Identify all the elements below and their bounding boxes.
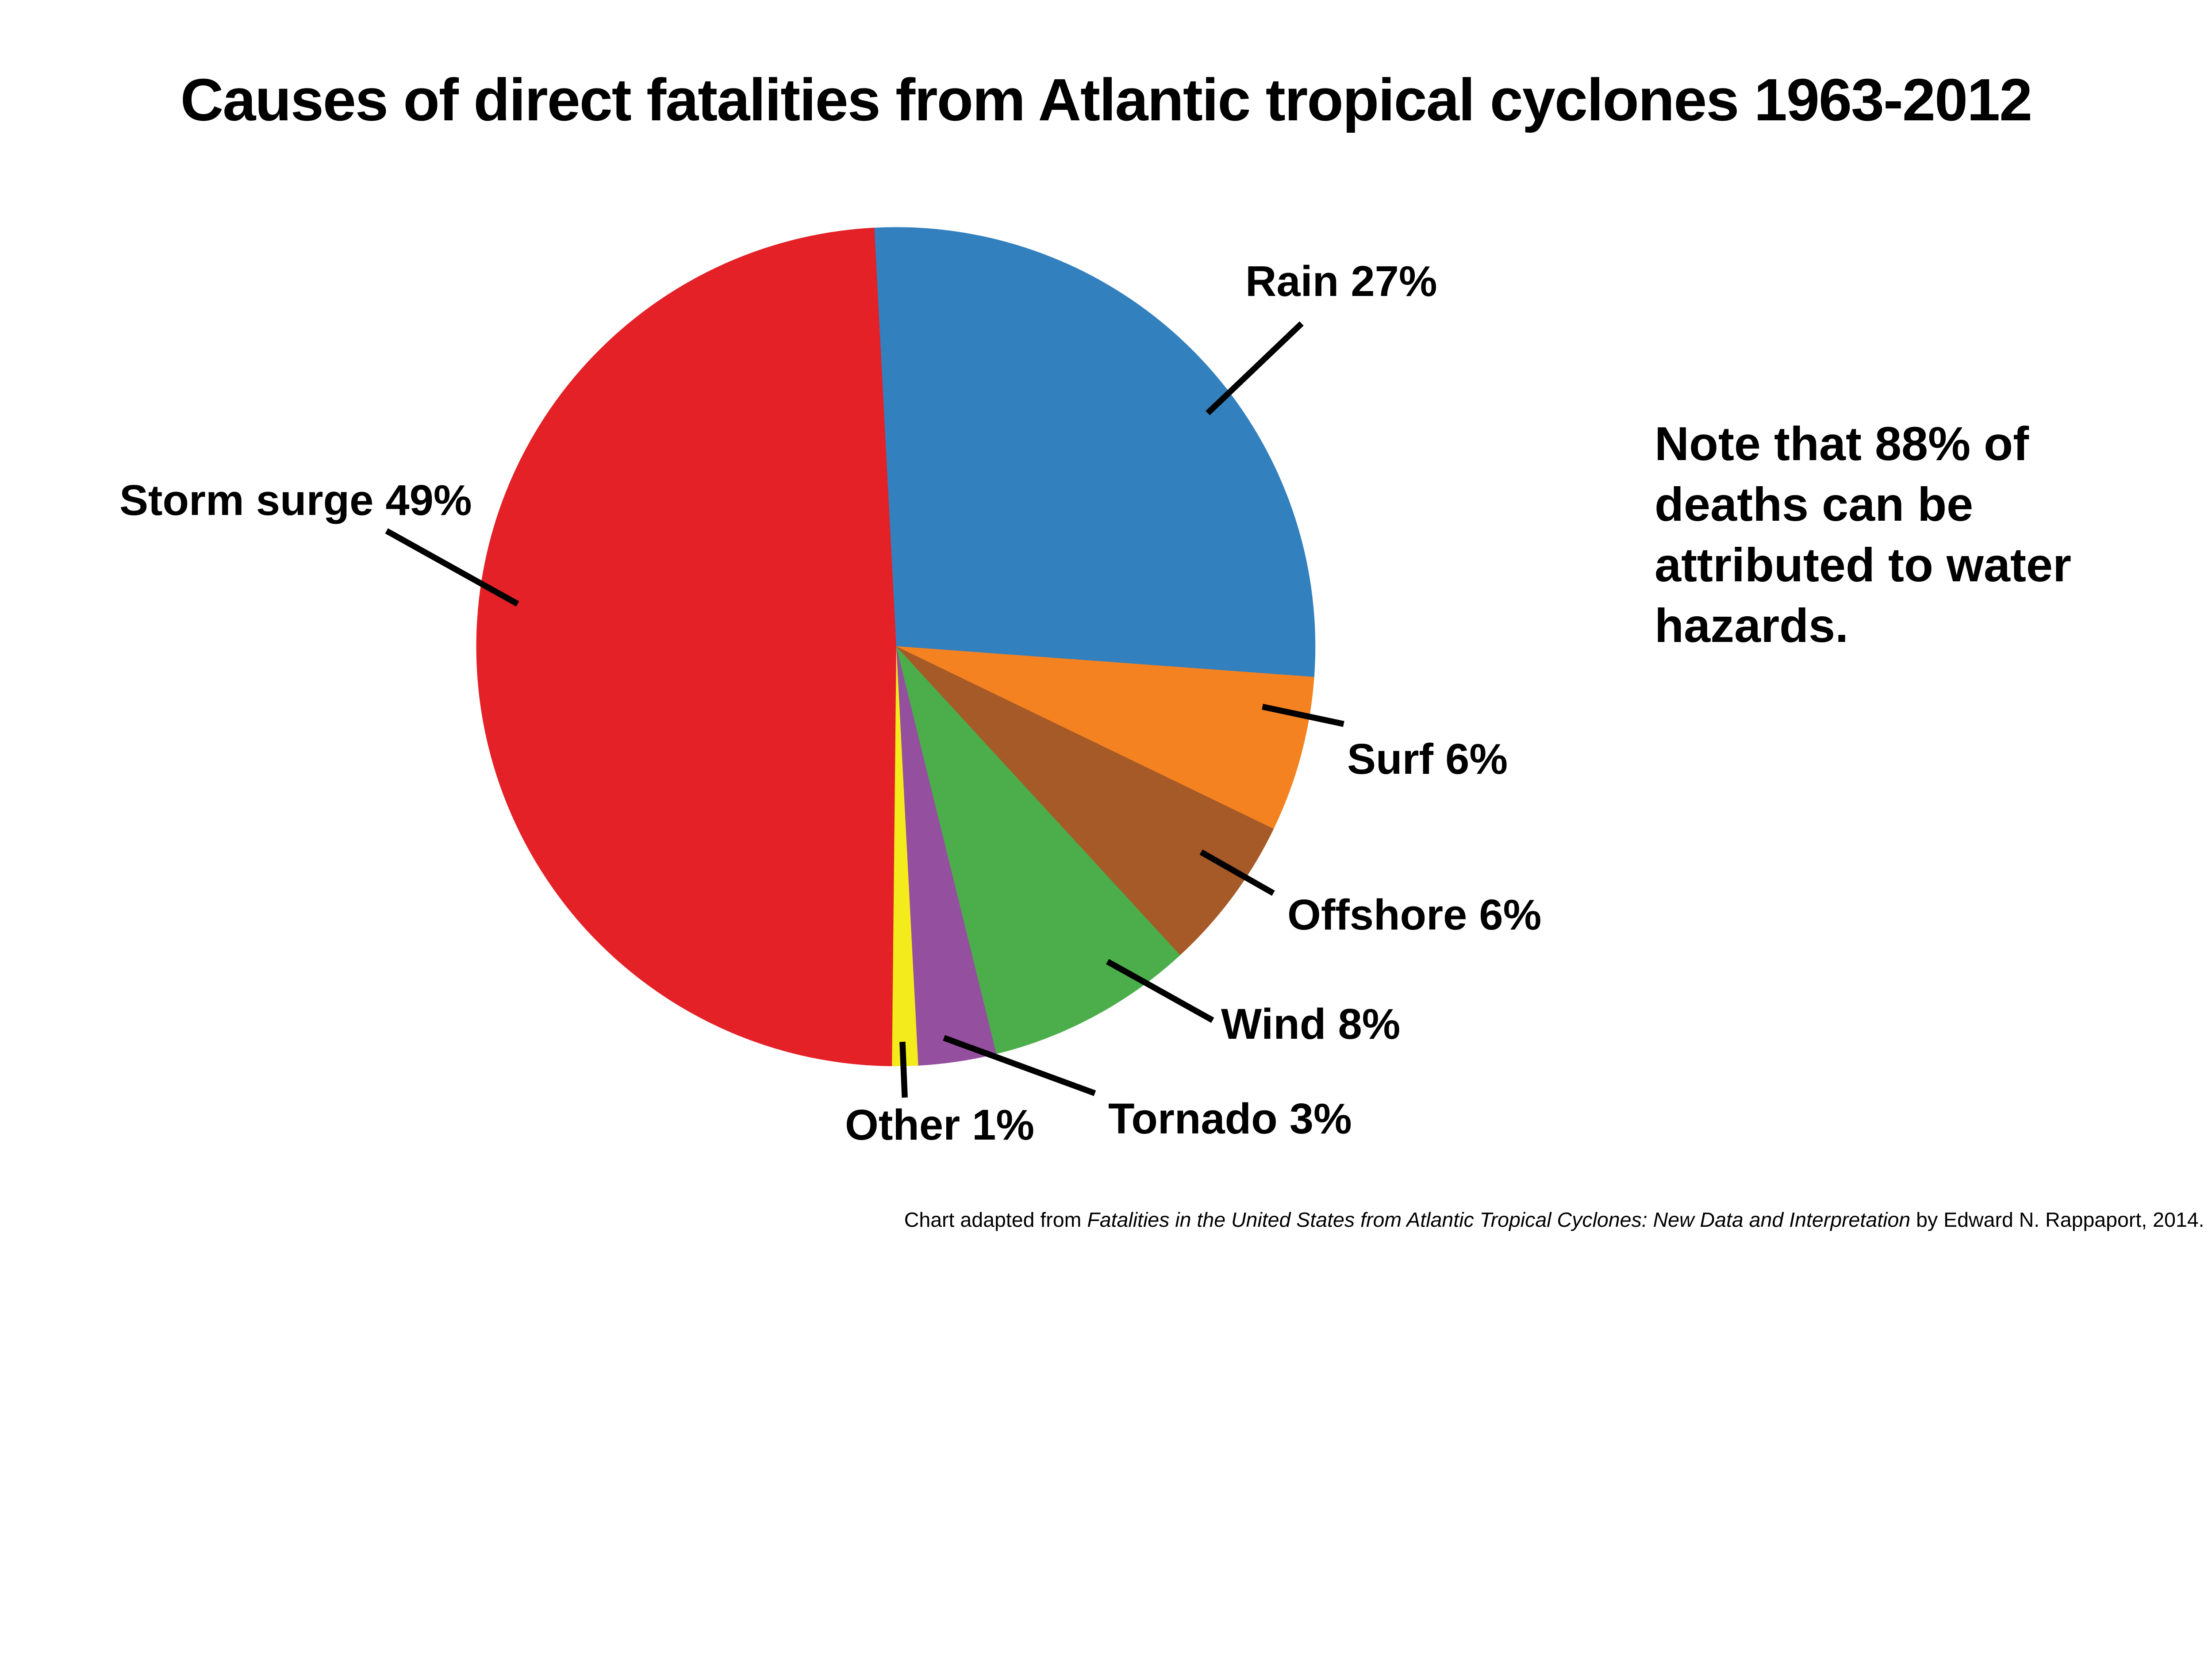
chart-canvas: Causes of direct fatalities from Atlanti… <box>119 66 2204 1230</box>
leader-line-tornado <box>943 1035 1096 1096</box>
note-line: hazards. <box>1655 599 1849 653</box>
footer-suffix: by Edward N. Rappaport, 2014. <box>1910 1208 2204 1231</box>
slice-label-rain: Rain 27% <box>1245 257 1437 305</box>
slice-label-surf: Surf 6% <box>1347 735 1508 783</box>
pie-slice-storm-surge <box>476 227 897 1067</box>
leader-line-wind <box>1106 959 1214 1023</box>
slice-label-other: Other 1% <box>845 1100 1035 1149</box>
footer-prefix: Chart adapted from <box>904 1208 1087 1231</box>
slice-label-wind: Wind 8% <box>1221 1000 1401 1048</box>
pie-slice-offshore <box>895 646 1274 956</box>
leader-line-other <box>899 1041 908 1098</box>
pie-chart <box>385 227 1344 1098</box>
note-line: Note that 88% of <box>1655 416 2029 470</box>
slice-label-storm-surge: Storm surge 49% <box>119 476 472 524</box>
note-text: Note that 88% of deaths can be attribute… <box>1655 413 2071 656</box>
leader-lines <box>385 321 1344 1098</box>
note-line: attributed to water <box>1655 538 2072 592</box>
leader-line-surf <box>1262 703 1344 727</box>
pie-slices <box>476 227 1316 1067</box>
pie-slice-surf <box>895 646 1314 830</box>
footer-citation: Chart adapted from Fatalities in the Uni… <box>904 1210 2204 1230</box>
leader-line-offshore <box>1199 849 1275 896</box>
pie-slice-rain <box>873 227 1316 678</box>
leader-line-rain <box>1206 321 1304 415</box>
slice-label-offshore: Offshore 6% <box>1287 890 1542 939</box>
note-line: deaths can be <box>1655 477 1974 531</box>
leader-line-storm-surge <box>385 528 519 607</box>
footer-source-title: Fatalities in the United States from Atl… <box>1087 1208 1911 1231</box>
slice-label-tornado: Tornado 3% <box>1108 1094 1352 1143</box>
chart-title: Causes of direct fatalities from Atlanti… <box>180 66 2032 133</box>
pie-slice-wind <box>895 646 1180 1054</box>
